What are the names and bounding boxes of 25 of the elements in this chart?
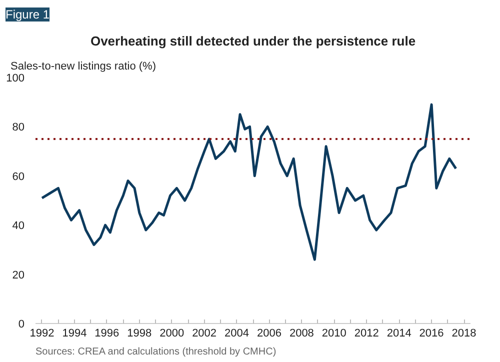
y-tick-label: 80 [12, 122, 25, 134]
chart-title: Overheating still detected under the persistence rule [90, 34, 416, 48]
x-tick-label: 1998 [127, 328, 152, 340]
y-tick-label: 20 [12, 269, 25, 282]
x-tick-label: 2018 [452, 328, 476, 340]
line-series [40, 103, 458, 261]
source-note: Sources: CREA and calculations (threshold by CMHC) [36, 346, 276, 358]
x-tick-label: 2014 [386, 328, 412, 340]
x-tick-label: 2008 [289, 328, 314, 340]
x-tick-label: 1996 [94, 328, 120, 340]
x-tick-label: 1992 [30, 328, 54, 340]
x-tick-label: 2002 [192, 328, 217, 340]
y-axis-title: Sales-to-new listings ratio (%) [10, 60, 156, 72]
caption: Figure 1 [6, 8, 50, 22]
x-tick-label: 2000 [160, 328, 184, 340]
y-tick-label: 0 [18, 318, 25, 330]
x-tick-label: 2006 [256, 328, 282, 340]
x-tick-label: 2004 [224, 328, 250, 340]
x-tick-label: 2010 [322, 328, 346, 340]
x-tick-label: 2016 [419, 328, 444, 340]
x-tick-label: 2012 [354, 328, 379, 340]
y-tick-label: 40 [12, 220, 25, 232]
y-tick-label: 60 [12, 170, 25, 183]
x-tick-label: 1994 [62, 328, 87, 340]
y-tick-label: 100 [6, 72, 25, 84]
